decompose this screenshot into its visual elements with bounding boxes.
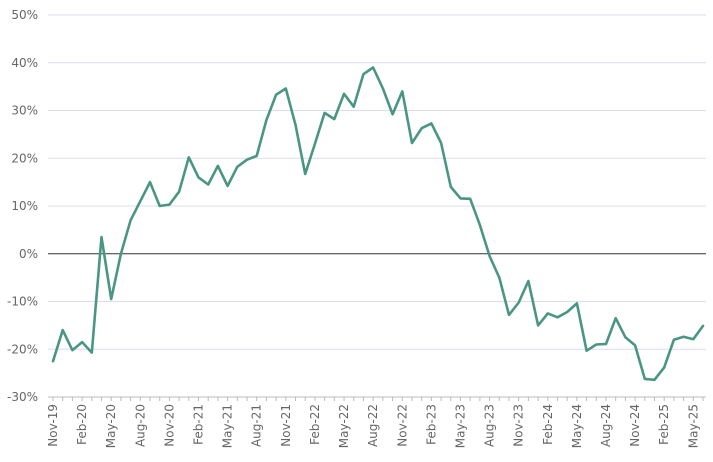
x-tick-label: Feb-20 xyxy=(75,404,89,445)
y-tick-label: 0% xyxy=(19,247,38,261)
grid-lines xyxy=(48,14,706,398)
x-tick-label: Nov-22 xyxy=(395,404,409,447)
series-line xyxy=(51,66,705,382)
x-tick-label: Feb-22 xyxy=(308,404,322,445)
x-tick-label: Aug-21 xyxy=(250,404,264,447)
x-tick-label: May-20 xyxy=(104,404,118,448)
y-tick-label: 20% xyxy=(11,151,38,165)
x-tick-label: Nov-21 xyxy=(279,404,293,447)
y-axis-ticks: -30% -20% -10% 0% 10% 20% 30% 40% 50% xyxy=(7,8,38,404)
y-tick-label: 50% xyxy=(11,8,38,22)
x-tick-label: May-21 xyxy=(221,404,235,448)
x-tick-label: Aug-20 xyxy=(133,404,147,447)
x-tick-label: May-22 xyxy=(337,404,351,448)
x-tick-label: Feb-24 xyxy=(541,404,555,445)
x-tick-label: Nov-19 xyxy=(46,404,60,447)
x-tick-label: Aug-24 xyxy=(599,404,613,447)
y-tick-label: 40% xyxy=(11,56,38,70)
x-tick-label: Nov-24 xyxy=(628,404,642,447)
x-tick-label: May-24 xyxy=(570,404,584,448)
y-tick-label: 30% xyxy=(11,104,38,118)
x-tick-label: Nov-23 xyxy=(512,404,526,447)
x-tick-label: May-23 xyxy=(453,404,467,448)
x-tick-label: May-25 xyxy=(686,404,700,448)
series xyxy=(51,66,705,382)
x-axis: Nov-19 Feb-20 May-20 Aug-20 Nov-20 Feb-21 May-… xyxy=(46,396,706,448)
x-tick-label: Aug-22 xyxy=(366,404,380,447)
x-tick-label: Feb-25 xyxy=(657,404,671,445)
y-tick-label: -20% xyxy=(7,342,38,356)
y-tick-label: 10% xyxy=(11,199,38,213)
y-tick-label: -30% xyxy=(7,390,38,404)
x-tick-label: Feb-21 xyxy=(192,404,206,445)
x-tick-label: Nov-20 xyxy=(162,404,176,447)
y-tick-label: -10% xyxy=(7,295,38,309)
x-tick-label: Aug-23 xyxy=(483,404,497,447)
x-tick-label: Feb-23 xyxy=(424,404,438,445)
